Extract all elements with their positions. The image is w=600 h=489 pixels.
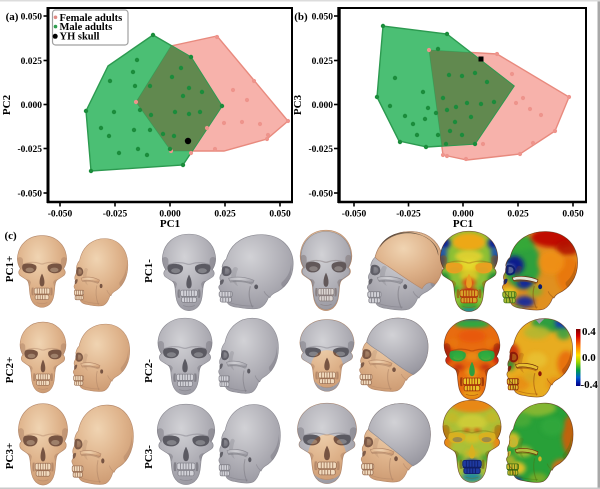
svg-text:0.000: 0.000 (452, 210, 474, 220)
svg-text:PC3-: PC3- (143, 445, 155, 469)
svg-text:0.000: 0.000 (312, 101, 334, 111)
svg-text:-0.025: -0.025 (308, 145, 333, 155)
svg-text:PC2: PC2 (1, 94, 13, 115)
svg-text:0.050: 0.050 (269, 210, 291, 220)
svg-text:-0.025: -0.025 (396, 210, 421, 220)
svg-text:-0.050: -0.050 (308, 189, 333, 199)
svg-text:PC1+: PC1+ (4, 256, 16, 282)
svg-text:PC2-: PC2- (143, 359, 155, 383)
svg-text:0.050: 0.050 (312, 12, 334, 22)
svg-text:0.025: 0.025 (312, 57, 334, 67)
svg-text:-0.025: -0.025 (103, 210, 128, 220)
svg-text:PC1-: PC1- (143, 259, 155, 283)
svg-text:-0.050: -0.050 (48, 210, 73, 220)
svg-text:0.025: 0.025 (21, 57, 43, 67)
svg-text:(c): (c) (5, 230, 18, 242)
svg-text:Female adults: Female adults (60, 13, 123, 24)
svg-text:0.025: 0.025 (507, 210, 529, 220)
svg-text:0.050: 0.050 (562, 210, 584, 220)
svg-text:PC1: PC1 (453, 218, 473, 230)
svg-text:PC3: PC3 (292, 94, 304, 115)
svg-text:-0.4: -0.4 (581, 379, 599, 391)
svg-text:-0.025: -0.025 (17, 145, 42, 155)
svg-text:YH skull: YH skull (60, 31, 100, 42)
svg-text:-0.050: -0.050 (342, 210, 367, 220)
svg-text:0.0: 0.0 (582, 352, 596, 364)
svg-text:0.050: 0.050 (21, 12, 43, 22)
svg-text:0.4: 0.4 (582, 326, 596, 338)
svg-text:PC3+: PC3+ (4, 443, 16, 469)
svg-text:0.000: 0.000 (159, 210, 181, 220)
svg-text:0.025: 0.025 (214, 210, 236, 220)
svg-text:(a): (a) (6, 11, 19, 23)
svg-text:(b): (b) (294, 11, 308, 23)
svg-text:0.000: 0.000 (21, 101, 43, 111)
svg-text:-0.050: -0.050 (17, 189, 42, 199)
svg-text:PC2+: PC2+ (4, 357, 16, 383)
svg-text:Male adults: Male adults (60, 22, 113, 33)
svg-text:PC1: PC1 (160, 218, 180, 230)
